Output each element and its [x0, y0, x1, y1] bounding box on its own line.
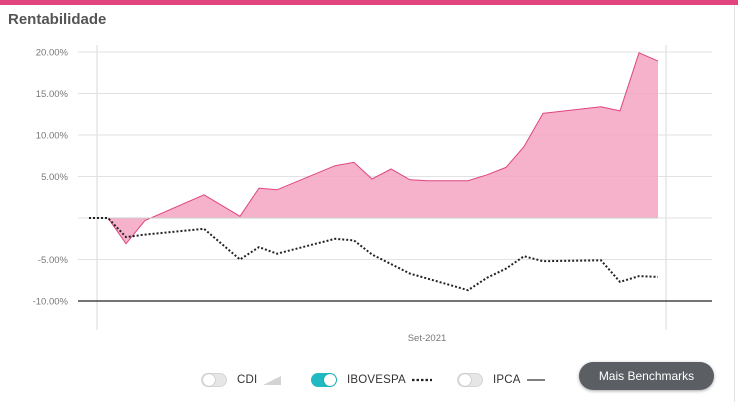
toggle-knob-icon — [203, 374, 215, 386]
cdi-area-line — [89, 52, 659, 245]
area-swatch-icon — [263, 376, 282, 385]
x-tick-label: Set-2021 — [408, 333, 447, 344]
panel-border — [734, 5, 735, 402]
y-tick-label: 5.00% — [41, 172, 68, 183]
legend-label-ipca: IPCA — [493, 374, 521, 386]
y-tick-label: 20.00% — [36, 48, 69, 59]
series — [89, 52, 659, 292]
y-tick-label: 10.00% — [36, 131, 69, 142]
toggle-knob-icon — [459, 374, 471, 386]
y-tick-label: -10.00% — [33, 297, 69, 308]
legend-label-ibovespa: IBOVESPA — [347, 374, 406, 386]
ipca-toggle[interactable] — [457, 373, 483, 387]
top-accent-bar — [0, 0, 738, 5]
toggle-knob-icon — [324, 374, 336, 386]
y-axis-ticks: 20.00% 15.00% 10.00% 5.00% -5.00% -10.00% — [33, 48, 69, 308]
x-axis-ticks: Set-2021 — [408, 333, 447, 344]
legend-item-cdi[interactable]: CDI — [201, 370, 282, 390]
cdi-area-fill — [89, 52, 658, 244]
solid-line-swatch-icon — [526, 379, 545, 381]
legend-item-ibovespa[interactable]: IBOVESPA — [311, 370, 432, 390]
cdi-toggle[interactable] — [201, 373, 227, 387]
dotted-line-swatch-icon — [411, 378, 432, 382]
panel-title: Rentabilidade — [8, 11, 107, 28]
ibovespa-toggle[interactable] — [311, 373, 337, 387]
legend-item-ipca[interactable]: IPCA — [457, 370, 545, 390]
legend-label-cdi: CDI — [237, 374, 258, 386]
y-tick-label: 15.00% — [36, 89, 69, 100]
ibovespa-line — [89, 217, 659, 292]
more-benchmarks-button[interactable]: Mais Benchmarks — [579, 362, 714, 390]
y-tick-label: -5.00% — [38, 255, 69, 266]
